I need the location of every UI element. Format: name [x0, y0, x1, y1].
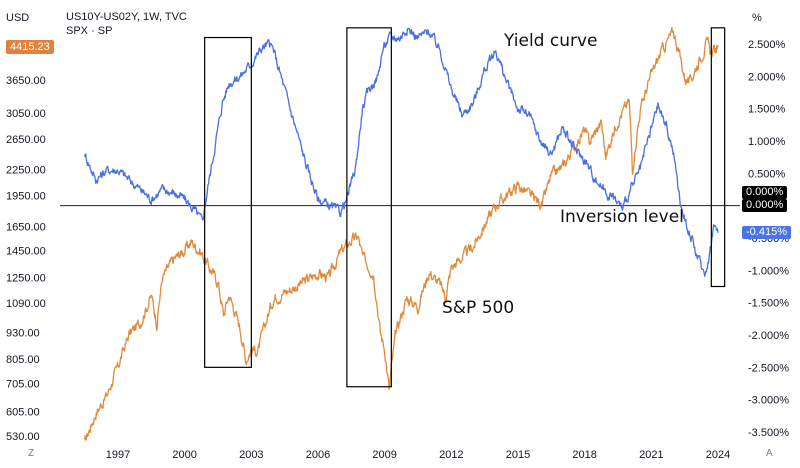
- left-tick-label: 1090.00: [6, 298, 46, 310]
- right-tick-label: -3.500%: [748, 427, 789, 439]
- right-tick-label: -3.000%: [748, 395, 789, 407]
- right-tick-label: 2.500%: [748, 39, 786, 51]
- right-tick-label: -2.500%: [748, 362, 789, 374]
- symbol-title[interactable]: US10Y-US02Y, 1W, TVC: [66, 11, 187, 23]
- series-line-yield-curve: [84, 27, 719, 278]
- left-tick-label: 805.00: [6, 354, 40, 366]
- left-tick-label: 930.00: [6, 327, 40, 339]
- x-tick-label: 2015: [506, 449, 530, 461]
- left-tick-label: 3650.00: [6, 75, 46, 87]
- left-tick-label: 1450.00: [6, 245, 46, 257]
- highlight-box-2: [346, 27, 392, 388]
- x-tick-label: 2018: [572, 449, 596, 461]
- right-tick-label: -1.000%: [748, 265, 789, 277]
- series-line-sp500: [84, 26, 719, 441]
- highlight-box-3: [710, 27, 726, 288]
- zero-label-bottom: 0.000%: [742, 199, 788, 212]
- left-tick-label: 705.00: [6, 378, 40, 390]
- x-tick-label: 2003: [239, 449, 263, 461]
- left-tick-label: 1650.00: [6, 221, 46, 233]
- right-axis-unit: %: [752, 12, 762, 24]
- right-tick-label: 0.500%: [748, 168, 786, 180]
- right-tick-label: 2.000%: [748, 71, 786, 83]
- highlight-boxes: [204, 27, 726, 388]
- right-tick-label: -1.500%: [748, 298, 789, 310]
- spx-last-price-tag: 4415.23: [6, 40, 54, 54]
- right-tick-label: 1.500%: [748, 104, 786, 116]
- x-tick-label: 2009: [372, 449, 396, 461]
- series-layer: [84, 26, 719, 441]
- left-tick-label: 530.00: [6, 431, 40, 443]
- x-tick-label: 1997: [106, 449, 130, 461]
- yield-last-value-tag: -0.415%: [742, 226, 791, 239]
- left-tick-label: 2250.00: [6, 164, 46, 176]
- x-tick-label: 2006: [306, 449, 330, 461]
- right-tick-label: 1.000%: [748, 136, 786, 148]
- annotation-inversion-level: Inversion level: [560, 207, 684, 227]
- x-tick-label: 2000: [172, 449, 196, 461]
- left-tick-label: 2650.00: [6, 134, 46, 146]
- symbol-subtitle[interactable]: SPX · SP: [66, 25, 113, 37]
- zoom-toggle[interactable]: Z: [28, 448, 35, 459]
- left-tick-label: 605.00: [6, 407, 40, 419]
- annotation-yield-curve: Yield curve: [504, 31, 598, 51]
- auto-scale-toggle[interactable]: A: [766, 448, 773, 459]
- annotation-sp500: S&P 500: [442, 298, 515, 318]
- left-tick-label: 1950.00: [6, 191, 46, 203]
- x-tick-label: 2024: [706, 449, 730, 461]
- x-tick-label: 2021: [639, 449, 663, 461]
- highlight-box-1: [204, 36, 252, 368]
- x-axis: 1997 2000 2003 2006 2009 2012 2015 2018 2021 2024: [106, 449, 730, 461]
- zero-label-top: 0.000%: [742, 186, 788, 199]
- left-tick-label: 1250.00: [6, 273, 46, 285]
- left-tick-label: 3050.00: [6, 108, 46, 120]
- right-tick-label: -2.000%: [748, 330, 789, 342]
- left-axis-unit: USD: [6, 12, 30, 24]
- x-tick-label: 2012: [439, 449, 463, 461]
- left-axis: 530.00 605.00 705.00 805.00 930.00 1090.00 125…: [6, 75, 46, 443]
- right-axis: 2.500%2.000%1.500%1.000%0.500%-0.500%-1.…: [748, 39, 789, 439]
